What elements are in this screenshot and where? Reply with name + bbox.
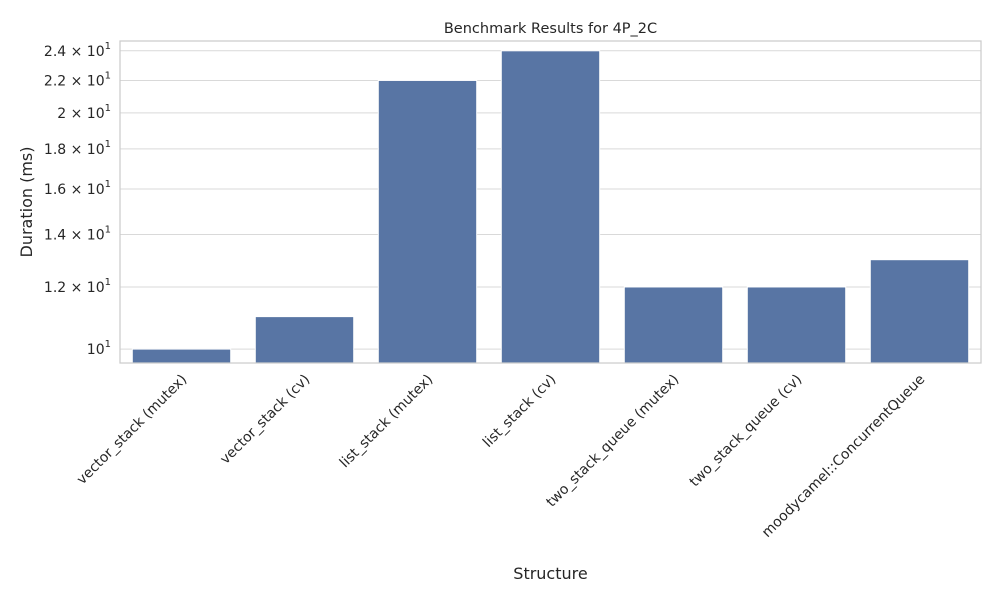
bars: [131, 50, 970, 364]
x-tick-label: two_stack_queue (mutex): [543, 372, 682, 511]
x-tick-label: list_stack (cv): [480, 372, 559, 451]
y-axis-label: Duration (ms): [17, 147, 36, 258]
plot-frame: [119, 40, 982, 364]
x-tick-label: two_stack_queue (cv): [687, 372, 806, 491]
y-tick-label: 1.6 × 101: [44, 179, 111, 198]
y-tick-label: 2 × 101: [57, 103, 111, 122]
bar: [377, 79, 478, 364]
y-tick-label: 1.4 × 101: [44, 224, 111, 243]
y-tick-labels: 101 1.2 × 101 1.4 × 101 1.6 × 101 1.8 × 101 2…: [44, 41, 111, 358]
y-tick-label: 101: [87, 339, 111, 358]
bar: [623, 286, 724, 364]
x-tick-label: vector_stack (cv): [217, 372, 313, 468]
x-axis-label: Structure: [513, 564, 587, 583]
x-tick-labels: vector_stack (mutex) vector_stack (cv) lis…: [74, 372, 928, 541]
y-tick-label: 1.2 × 101: [44, 277, 111, 296]
bar: [131, 348, 232, 364]
bar: [869, 259, 970, 364]
y-tick-label: 2.4 × 101: [44, 41, 111, 60]
bar: [746, 286, 847, 364]
x-tick-label: list_stack (mutex): [337, 372, 437, 472]
y-tick-label: 2.2 × 101: [44, 70, 111, 89]
bar: [254, 316, 355, 364]
x-tick-label: vector_stack (mutex): [74, 372, 190, 488]
chart-title: Benchmark Results for 4P_2C: [444, 21, 657, 37]
bar: [500, 50, 601, 364]
y-tick-label: 1.8 × 101: [44, 139, 111, 158]
